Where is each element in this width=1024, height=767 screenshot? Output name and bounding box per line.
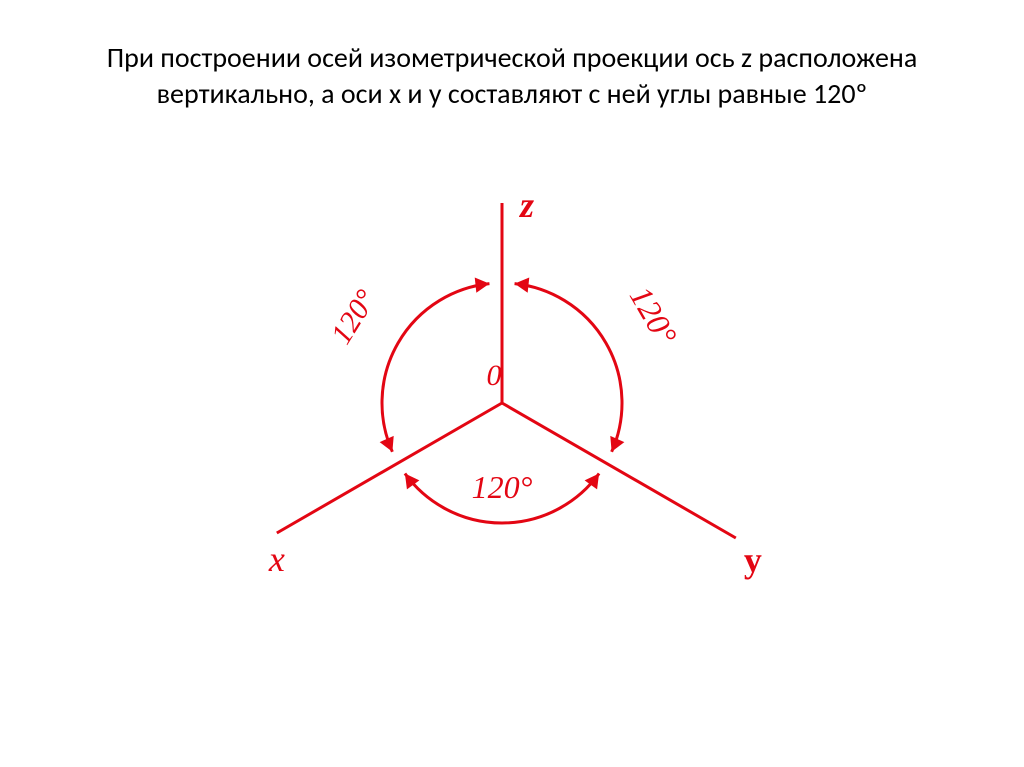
angle-arrowhead — [515, 277, 530, 292]
axis-x — [277, 403, 502, 533]
angle-label-zx: 120° — [325, 284, 383, 350]
angle-arc-zx — [382, 283, 489, 451]
isometric-axes-diagram: 120° 120° 120° 0 z x y — [0, 123, 1024, 643]
angle-arc-yz — [515, 283, 622, 451]
axis-label-z: z — [518, 185, 534, 225]
page-title: При построении осей изометрической проек… — [0, 0, 1024, 123]
angle-label-zy: 120° — [623, 280, 685, 351]
diagram-svg: 120° 120° 120° 0 z x y — [202, 123, 822, 643]
axis-label-x: x — [268, 539, 285, 579]
origin-label: 0 — [487, 359, 502, 392]
axis-label-y: y — [744, 540, 762, 580]
angle-label-xy: 120° — [472, 469, 533, 505]
title-text: При построении осей изометрической проек… — [107, 40, 918, 111]
angle-arrowhead — [475, 277, 490, 292]
